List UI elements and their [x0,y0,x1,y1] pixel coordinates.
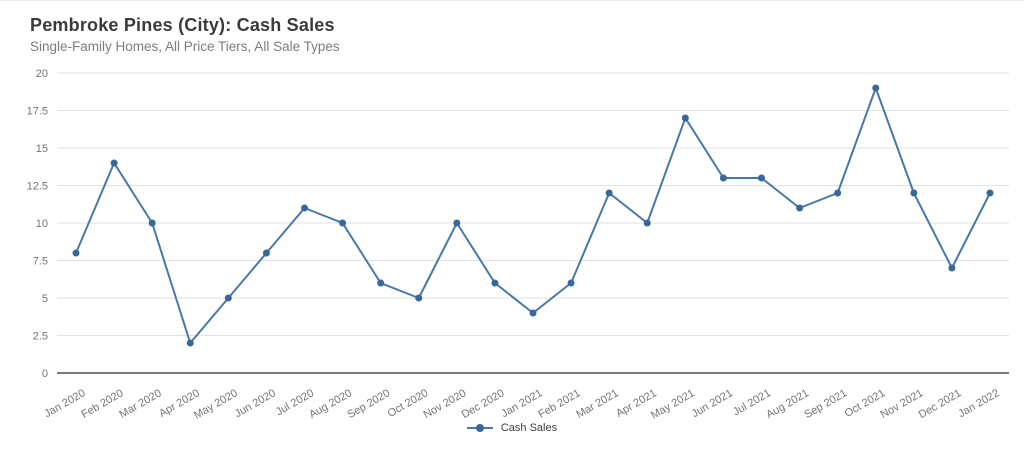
data-point [910,189,918,197]
data-point [643,219,651,227]
legend-dot-icon [475,424,484,432]
legend-line-marker-icon [466,424,493,433]
data-point [148,219,156,227]
chart-title: Pembroke Pines (City): Cash Sales [30,15,335,35]
x-tick-label: Aug 2021 [764,387,811,421]
y-tick-label: 15 [36,143,48,155]
data-point [681,114,689,122]
data-point [415,294,423,302]
y-tick-label: 7.5 [33,256,48,268]
data-point [796,204,804,212]
x-tick-label: Nov 2020 [422,387,469,421]
y-tick-label: 2.5 [33,331,48,343]
data-point [834,189,842,197]
legend-label: Cash Sales [500,422,558,434]
data-point [262,249,270,257]
x-tick-label: Jan 2021 [499,387,544,420]
x-tick-label: Nov 2021 [879,387,926,421]
data-point [301,204,308,212]
data-point [567,279,575,287]
y-tick-label: 20 [36,68,48,80]
data-point [110,159,118,167]
y-tick-label: 0 [42,368,48,380]
y-tick-label: 17.5 [27,106,48,118]
x-tick-label: Dec 2021 [917,387,964,421]
chart-subtitle: Single-Family Homes, All Price Tiers, Al… [30,39,340,54]
data-point [72,249,80,257]
x-tick-label: Feb 2020 [79,387,125,421]
legend-item-cash-sales[interactable]: Cash Sales [466,422,558,434]
data-point [339,219,347,227]
x-tick-label: Jan 2020 [42,387,87,420]
x-tick-label: Sep 2021 [802,387,849,421]
x-tick-label: Sep 2020 [345,387,392,421]
x-tick-label: May 2021 [649,387,697,422]
x-tick-label: May 2020 [192,387,240,422]
data-point [872,84,880,92]
chart-header: Pembroke Pines (City): Cash Sales Single… [30,15,340,54]
x-tick-label: Feb 2021 [536,387,582,421]
data-point [453,219,461,227]
series-line [75,87,991,344]
data-point [758,174,765,182]
x-tick-label: Jun 2020 [233,387,278,420]
x-tick-label: Jan 2022 [956,387,1001,420]
data-point [986,189,994,197]
x-tick-label: Mar 2020 [117,387,163,421]
data-point [605,189,613,197]
data-point [719,174,727,182]
x-tick-label: Mar 2021 [574,387,620,421]
chart-legend: Cash Sales [0,422,1024,434]
data-point [491,279,499,287]
y-tick-label: 5 [42,293,48,305]
x-tick-label: Dec 2020 [460,387,507,421]
data-point [948,264,956,272]
x-tick-label: Aug 2020 [307,387,354,421]
y-tick-label: 12.5 [27,181,48,193]
data-point [186,339,194,347]
data-point [224,294,232,302]
data-point [529,309,537,317]
x-tick-label: Jun 2021 [690,387,735,420]
y-tick-label: 10 [36,218,48,230]
data-point [377,279,385,287]
